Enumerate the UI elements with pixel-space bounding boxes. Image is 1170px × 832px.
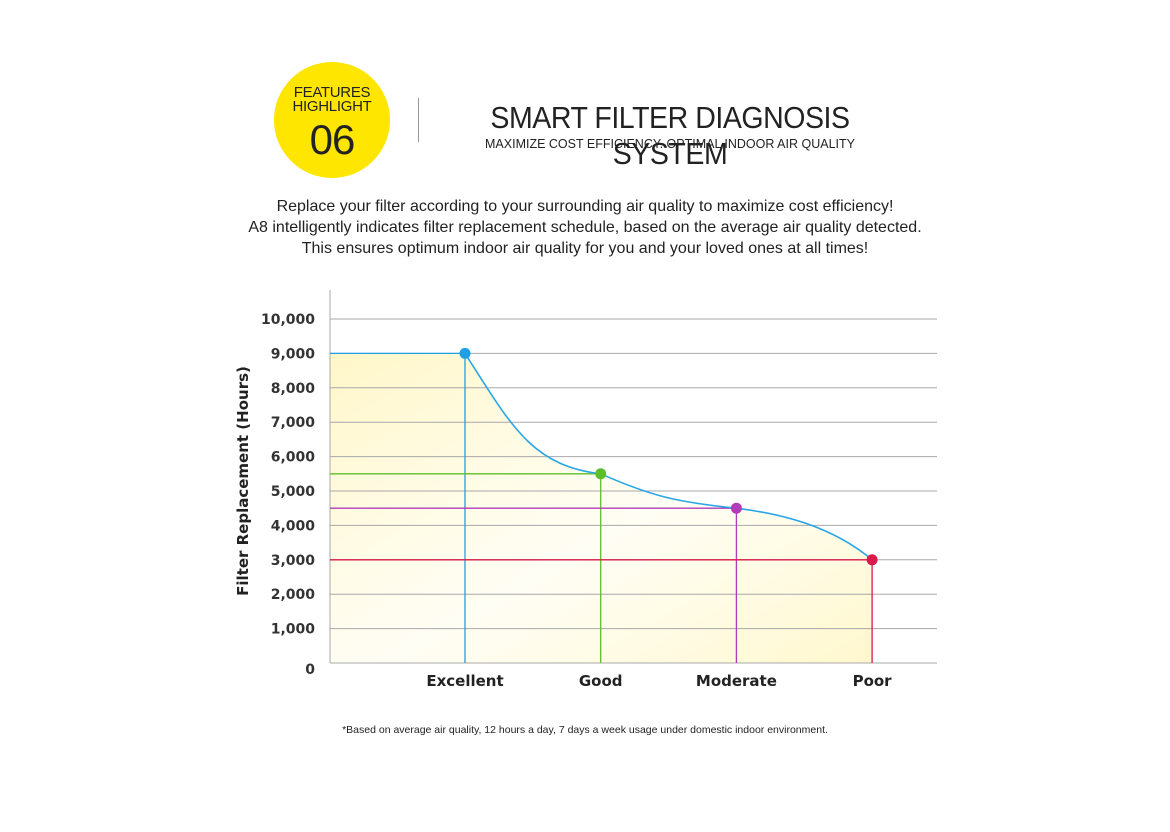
intro-line: Replace your filter according to your su… [276, 198, 894, 215]
x-tick-label: Poor [853, 672, 893, 690]
y-axis-label: Filter Replacement (Hours) [234, 366, 252, 596]
badge-line-2: HIGHLIGHT [292, 98, 372, 115]
intro-line: A8 intelligently indicates filter replac… [248, 219, 922, 236]
data-point-poor [866, 554, 878, 566]
y-tick-label: 5,000 [271, 484, 316, 500]
badge-number: 06 [309, 116, 356, 163]
y-tick-label: 9,000 [271, 346, 316, 362]
x-tick-label: Moderate [696, 672, 777, 690]
y-tick-label: 6,000 [271, 450, 316, 466]
badge-label: FEATURES HIGHLIGHT [274, 84, 390, 115]
y-tick-label: 2,000 [271, 587, 316, 603]
y-tick-label: 3,000 [271, 553, 316, 569]
page-subtitle: MAXIMIZE COST EFFICIENCY. OPTIMAL INDOOR… [485, 137, 855, 151]
series-line [464, 352, 873, 561]
header-divider [418, 98, 419, 142]
intro-text: Replace your filter according to your su… [185, 196, 985, 259]
data-point-moderate [730, 502, 742, 514]
y-tick-label: 0 [305, 662, 315, 678]
y-tick-label: 8,000 [271, 381, 316, 397]
y-tick-label: 10,000 [261, 312, 315, 328]
data-point-good [595, 468, 607, 480]
data-point-excellent [459, 347, 471, 359]
x-tick-label: Excellent [426, 672, 503, 690]
y-tick-label: 4,000 [271, 518, 316, 534]
y-tick-label: 1,000 [271, 622, 316, 638]
x-tick-label: Good [579, 672, 623, 690]
intro-line: This ensures optimum indoor air quality … [301, 240, 869, 257]
y-tick-label: 7,000 [271, 415, 316, 431]
badge-line-1: FEATURES [293, 84, 371, 101]
page-title: SMART FILTER DIAGNOSIS SYSTEM [490, 100, 850, 171]
features-highlight-badge: FEATURES HIGHLIGHT 06 [274, 62, 390, 178]
footnote: *Based on average air quality, 12 hours … [342, 724, 828, 736]
